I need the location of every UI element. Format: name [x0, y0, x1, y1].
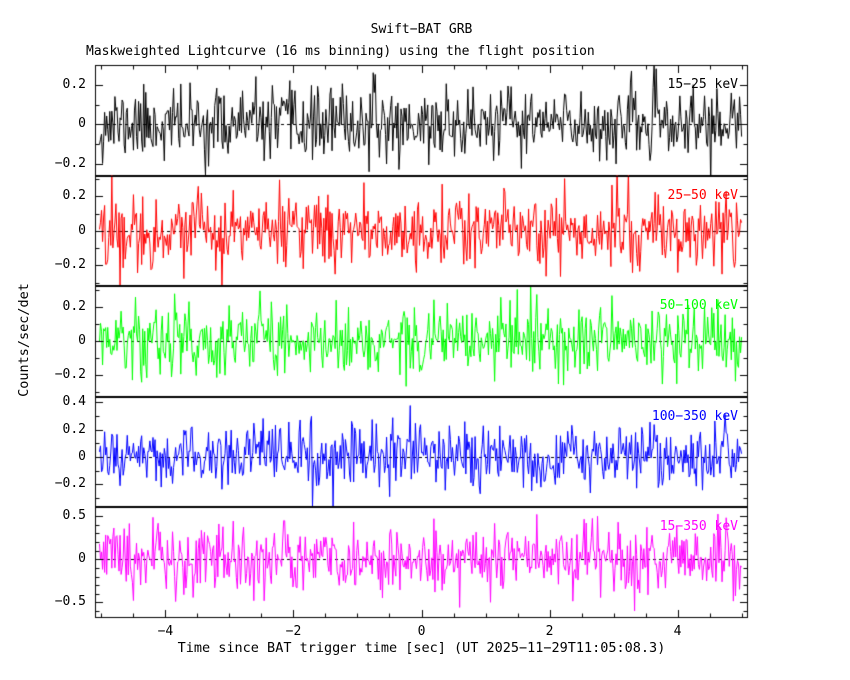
x-tick-label-3: 2	[545, 624, 554, 639]
y-tick-label-panel3-2: −0.2	[54, 366, 86, 382]
x-tick-label-0: −4	[157, 624, 174, 639]
y-tick-label-panel2-0: 0.2	[62, 188, 86, 204]
energy-band-label-4: 100−350 keV	[651, 408, 738, 424]
y-tick-label-panel4-1: 0.2	[62, 421, 86, 437]
y-tick-label-panel2-2: −0.2	[54, 257, 86, 273]
plot-subtitle: Maskweighted Lightcurve (16 ms binning) …	[86, 44, 595, 59]
x-tick-label-4: 4	[673, 624, 682, 639]
y-tick-label-panel5-2: −0.5	[54, 594, 86, 610]
y-tick-label-panel4-3: −0.2	[54, 476, 86, 492]
plot-title: Swift−BAT GRB	[370, 22, 473, 37]
x-tick-label-2: 0	[417, 624, 426, 639]
y-tick-label-panel4-0: 0.4	[62, 394, 86, 410]
energy-band-label-2: 25−50 keV	[667, 187, 738, 203]
y-tick-label-panel1-1: 0	[78, 116, 86, 132]
energy-band-label-1: 15−25 keV	[667, 77, 738, 92]
y-tick-label-panel3-0: 0.2	[62, 298, 86, 314]
energy-band-label-3: 50−100 keV	[659, 298, 738, 314]
y-tick-label-panel5-1: 0	[78, 551, 86, 567]
x-axis-title: Time since BAT trigger time [sec] (UT 20…	[177, 640, 666, 656]
y-tick-label-panel1-2: −0.2	[54, 155, 86, 171]
y-tick-label-panel2-1: 0	[78, 222, 86, 238]
y-tick-label-panel1-0: 0.2	[62, 76, 86, 92]
y-tick-label-panel3-1: 0	[78, 332, 86, 348]
y-tick-label-panel4-2: 0	[78, 448, 86, 464]
x-tick-label-1: −2	[285, 624, 302, 639]
y-tick-label-panel5-0: 0.5	[62, 508, 86, 524]
energy-band-label-5: 15−350 keV	[659, 519, 738, 535]
